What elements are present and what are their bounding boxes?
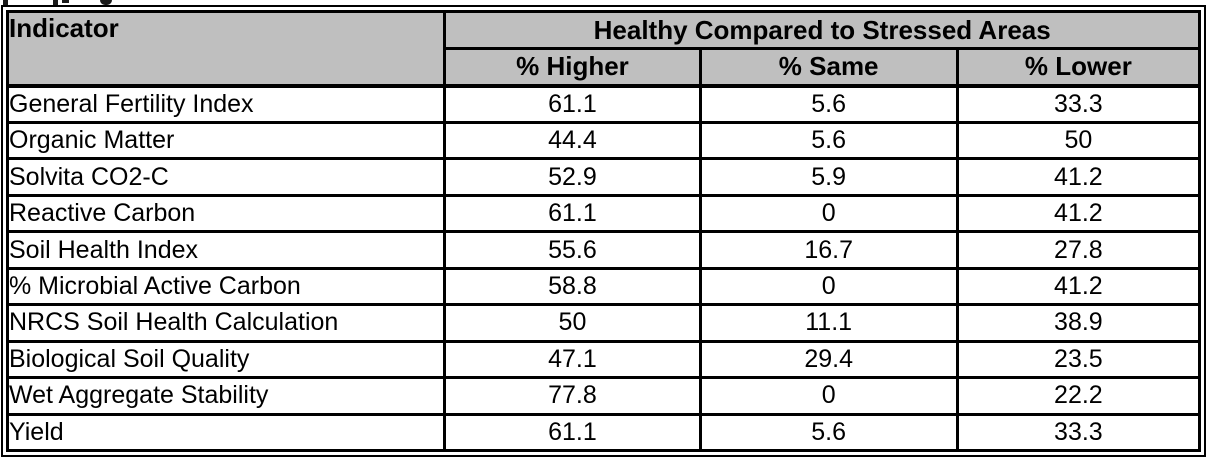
value-cell-same: 0 bbox=[698, 376, 959, 416]
table-row: Biological Soil Quality 47.1 29.4 23.5 bbox=[5, 339, 1202, 380]
table-row: % Microbial Active Carbon 58.8 0 41.2 bbox=[5, 266, 1202, 307]
clipped-glyph-mark bbox=[100, 0, 112, 5]
value-cell-lower: 33.3 bbox=[955, 412, 1202, 452]
table-row: General Fertility Index 61.1 5.6 33.3 bbox=[5, 83, 1202, 124]
value-cell-higher: 58.8 bbox=[443, 266, 702, 307]
value-cell-higher: 55.6 bbox=[443, 230, 702, 270]
indicator-cell: Solvita CO2-C bbox=[5, 157, 447, 197]
value-cell-lower: 22.2 bbox=[955, 376, 1202, 416]
indicator-cell: Reactive Carbon bbox=[5, 193, 447, 234]
value-cell-same: 5.6 bbox=[698, 412, 959, 452]
table-body: General Fertility Index 61.1 5.6 33.3 Organi… bbox=[5, 83, 1202, 452]
table-row: Soil Health Index 55.6 16.7 27.8 bbox=[5, 230, 1202, 270]
value-cell-lower: 41.2 bbox=[955, 266, 1202, 307]
indicator-cell: NRCS Soil Health Calculation bbox=[5, 303, 447, 343]
value-cell-same: 5.6 bbox=[698, 120, 959, 161]
value-cell-same: 0 bbox=[698, 193, 959, 234]
value-cell-lower: 27.8 bbox=[955, 230, 1202, 270]
value-cell-higher: 52.9 bbox=[443, 157, 702, 197]
value-cell-higher: 61.1 bbox=[443, 83, 702, 124]
value-cell-higher: 44.4 bbox=[443, 120, 702, 161]
value-cell-same: 29.4 bbox=[698, 339, 959, 380]
table-row: Reactive Carbon 61.1 0 41.2 bbox=[5, 193, 1202, 234]
indicator-cell: Soil Health Index bbox=[5, 230, 447, 270]
value-cell-lower: 41.2 bbox=[955, 193, 1202, 234]
table-row: Wet Aggregate Stability 77.8 0 22.2 bbox=[5, 376, 1202, 416]
value-cell-lower: 41.2 bbox=[955, 157, 1202, 197]
value-cell-same: 0 bbox=[698, 266, 959, 307]
value-cell-lower: 38.9 bbox=[955, 303, 1202, 343]
value-cell-lower: 33.3 bbox=[955, 83, 1202, 124]
indicator-cell: Wet Aggregate Stability bbox=[5, 376, 447, 416]
value-cell-higher: 77.8 bbox=[443, 376, 702, 416]
table-row: Organic Matter 44.4 5.6 50 bbox=[5, 120, 1202, 161]
column-header-percent-higher: % Higher bbox=[443, 47, 702, 87]
indicator-cell: % Microbial Active Carbon bbox=[5, 266, 447, 307]
column-group-header-healthy-vs-stressed: Healthy Compared to Stressed Areas bbox=[443, 10, 1201, 50]
value-cell-same: 5.9 bbox=[698, 157, 959, 197]
soil-health-indicators-table: Indicator Healthy Compared to Stressed A… bbox=[5, 10, 1202, 452]
subheader-row: % Higher % Same % Lower bbox=[8, 47, 1202, 87]
clipped-glyph-mark bbox=[62, 0, 69, 3]
table-row: NRCS Soil Health Calculation 50 11.1 38.9 bbox=[5, 303, 1202, 343]
clipped-glyph-mark bbox=[3, 0, 8, 6]
value-cell-same: 5.6 bbox=[698, 83, 959, 124]
value-cell-lower: 23.5 bbox=[955, 339, 1202, 380]
table-outer-frame: Indicator Healthy Compared to Stressed A… bbox=[1, 5, 1206, 457]
clipped-glyph-mark bbox=[53, 0, 58, 5]
value-cell-higher: 50 bbox=[443, 303, 702, 343]
value-cell-higher: 47.1 bbox=[443, 339, 702, 380]
value-cell-same: 11.1 bbox=[698, 303, 959, 343]
indicator-cell: Organic Matter bbox=[5, 120, 447, 161]
group-header-row: Indicator Healthy Compared to Stressed A… bbox=[5, 10, 1201, 87]
indicator-cell: Biological Soil Quality bbox=[5, 339, 447, 380]
indicator-cell: General Fertility Index bbox=[5, 83, 447, 124]
table-row: Solvita CO2-C 52.9 5.9 41.2 bbox=[5, 157, 1202, 197]
column-header-indicator: Indicator bbox=[5, 10, 447, 87]
value-cell-lower: 50 bbox=[955, 120, 1202, 161]
table-row: Yield 61.1 5.6 33.3 bbox=[5, 412, 1202, 452]
indicator-cell: Yield bbox=[5, 412, 447, 452]
value-cell-higher: 61.1 bbox=[443, 412, 702, 452]
table-header: Indicator Healthy Compared to Stressed A… bbox=[5, 10, 1202, 87]
column-header-percent-same: % Same bbox=[698, 47, 959, 87]
column-header-percent-lower: % Lower bbox=[955, 47, 1202, 87]
value-cell-same: 16.7 bbox=[698, 230, 959, 270]
value-cell-higher: 61.1 bbox=[443, 193, 702, 234]
